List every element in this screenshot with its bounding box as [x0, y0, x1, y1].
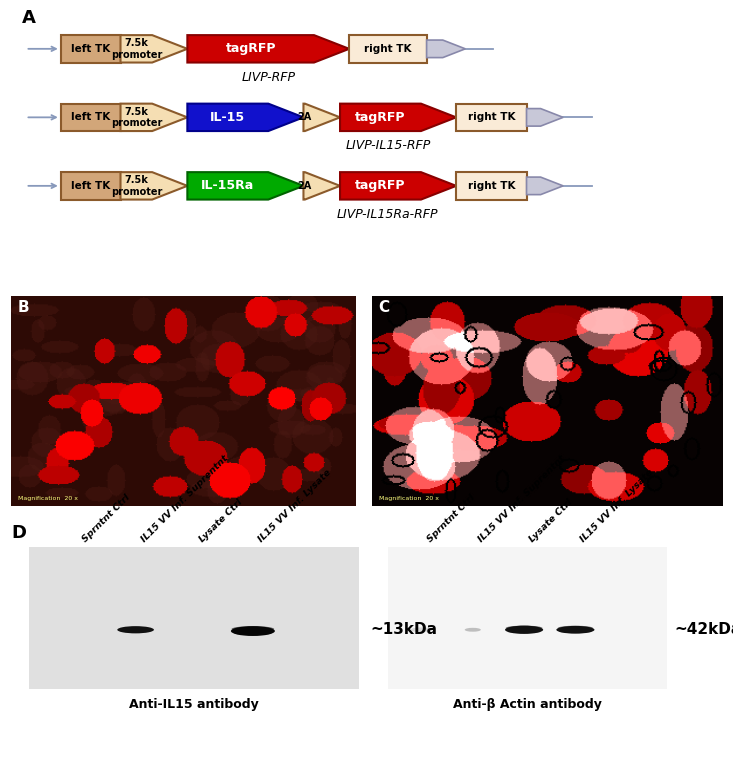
Ellipse shape: [559, 630, 592, 633]
Text: D: D: [11, 523, 26, 542]
Ellipse shape: [558, 626, 593, 630]
Text: C: C: [379, 300, 390, 315]
Text: Anti-β Actin antibody: Anti-β Actin antibody: [453, 699, 603, 711]
Text: right TK: right TK: [468, 113, 515, 122]
Ellipse shape: [506, 625, 542, 630]
Polygon shape: [188, 172, 303, 199]
Polygon shape: [340, 103, 456, 131]
Polygon shape: [427, 40, 465, 58]
Polygon shape: [188, 35, 349, 63]
Text: IL-15: IL-15: [210, 111, 246, 124]
Text: tagRFP: tagRFP: [356, 111, 406, 124]
Text: 2A: 2A: [297, 181, 312, 191]
Text: Sprntnt Ctrl: Sprntnt Ctrl: [81, 493, 132, 544]
Text: Lysate Ctrl: Lysate Ctrl: [528, 498, 574, 544]
Ellipse shape: [232, 626, 274, 631]
Text: LIVP-RFP: LIVP-RFP: [241, 71, 295, 83]
Text: 7.5k
promoter: 7.5k promoter: [111, 38, 162, 59]
Ellipse shape: [556, 626, 594, 634]
Ellipse shape: [231, 626, 275, 636]
Polygon shape: [120, 172, 188, 199]
Ellipse shape: [117, 626, 154, 633]
Text: Magnification  20 x: Magnification 20 x: [18, 496, 78, 502]
Polygon shape: [303, 103, 340, 131]
Text: Magnification  20 x: Magnification 20 x: [379, 496, 438, 502]
Text: ~13kDa: ~13kDa: [370, 622, 437, 637]
Text: LIVP-IL15-RFP: LIVP-IL15-RFP: [345, 139, 430, 152]
Text: Anti-IL15 antibody: Anti-IL15 antibody: [129, 699, 259, 711]
FancyBboxPatch shape: [456, 103, 526, 131]
Polygon shape: [340, 172, 456, 199]
Text: left TK: left TK: [71, 113, 110, 122]
Text: IL15 VV Inf. Suprentnt: IL15 VV Inf. Suprentnt: [139, 454, 229, 544]
Text: IL15 VV Inf. Suprentnt: IL15 VV Inf. Suprentnt: [476, 454, 567, 544]
FancyBboxPatch shape: [61, 103, 120, 131]
Text: A: A: [22, 9, 36, 27]
Ellipse shape: [410, 628, 432, 632]
Text: IL15 VV Inf. Lysate: IL15 VV Inf. Lysate: [257, 468, 333, 544]
Text: tagRFP: tagRFP: [356, 179, 406, 192]
FancyBboxPatch shape: [61, 172, 120, 199]
Text: 7.5k
promoter: 7.5k promoter: [111, 107, 162, 128]
FancyBboxPatch shape: [388, 547, 667, 689]
Text: left TK: left TK: [71, 181, 110, 191]
Polygon shape: [188, 103, 303, 131]
Polygon shape: [526, 177, 563, 195]
Text: left TK: left TK: [71, 44, 110, 54]
Text: IL-15Ra: IL-15Ra: [201, 179, 254, 192]
Ellipse shape: [505, 625, 543, 634]
Text: IL15 VV Inf. Lysate: IL15 VV Inf. Lysate: [579, 468, 655, 544]
Ellipse shape: [465, 628, 481, 631]
FancyBboxPatch shape: [349, 35, 427, 63]
Text: B: B: [18, 300, 29, 315]
Text: right TK: right TK: [468, 181, 515, 191]
Text: Lysate Ctrl: Lysate Ctrl: [198, 498, 244, 544]
FancyBboxPatch shape: [456, 172, 526, 199]
Polygon shape: [526, 109, 563, 126]
Ellipse shape: [235, 631, 271, 635]
Text: Sprntnt Ctrl: Sprntnt Ctrl: [425, 493, 476, 544]
Polygon shape: [120, 103, 188, 131]
Polygon shape: [120, 35, 188, 63]
Text: 7.5k
promoter: 7.5k promoter: [111, 175, 162, 197]
FancyBboxPatch shape: [29, 547, 359, 689]
Ellipse shape: [508, 630, 540, 633]
FancyBboxPatch shape: [61, 35, 120, 63]
Text: 2A: 2A: [297, 113, 312, 122]
Text: LIVP-IL15Ra-RFP: LIVP-IL15Ra-RFP: [337, 208, 438, 221]
Text: right TK: right TK: [364, 44, 412, 54]
Polygon shape: [303, 172, 340, 199]
Text: tagRFP: tagRFP: [226, 42, 276, 56]
Text: ~42kDa: ~42kDa: [674, 622, 733, 637]
